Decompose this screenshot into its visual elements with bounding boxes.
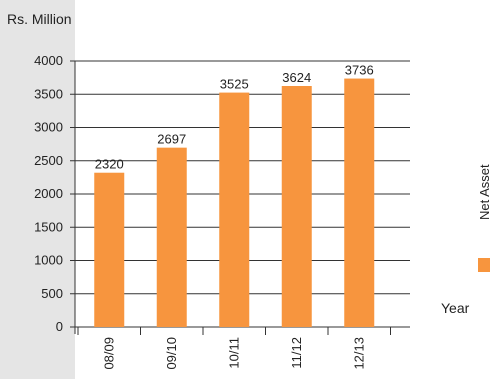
bar-11-12 [281,86,312,327]
x-category-label: 12/13 [351,337,366,370]
bar-layer [94,78,375,328]
label-layer: 2320 2697 3525 3624 3736 [95,63,374,172]
bar-data-label: 2697 [157,132,186,147]
y-tick-label: 2000 [34,186,63,201]
y-tick-label: 1500 [34,219,63,234]
y-tick-label: 3500 [34,86,63,101]
bar-data-label: 3624 [282,70,311,85]
bar-data-label: 3525 [220,77,249,92]
y-tick-label: 4000 [34,53,63,68]
y-unit-label: Rs. Million [7,11,72,27]
bar-data-label: 2320 [95,157,124,172]
x-category-label: 11/12 [289,337,304,369]
legend-series-name: Net Asset [477,164,490,220]
tick-layer: 0 500 1000 1500 2000 2500 3000 3500 4000 08/09 09/… [34,53,391,370]
bar-09-10 [156,147,187,327]
bar-08-09 [94,172,125,327]
y-tick-label: 500 [41,286,63,301]
left-panel-background [0,0,75,379]
x-category-label: 10/11 [226,337,241,369]
x-category-label: 08/09 [101,337,116,370]
legend-swatch [478,258,490,272]
y-tick-label: 2500 [34,153,63,168]
y-tick-label: 0 [56,319,63,334]
y-tick-label: 1000 [34,253,63,268]
bar-data-label: 3736 [345,63,374,78]
x-axis-title: Year [441,300,470,316]
x-category-label: 09/10 [164,337,179,370]
bar-12-13 [344,78,375,327]
bar-10-11 [219,92,250,328]
y-tick-label: 3000 [34,120,63,135]
